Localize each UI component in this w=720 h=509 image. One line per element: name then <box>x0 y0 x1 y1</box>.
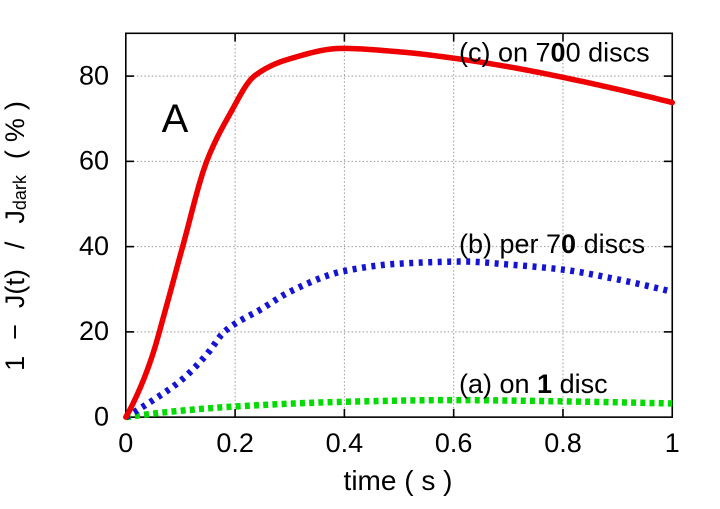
svg-text:0.6: 0.6 <box>435 428 473 458</box>
svg-text:20: 20 <box>79 316 109 346</box>
svg-text:0: 0 <box>118 428 133 458</box>
svg-text:(b) per 70 discs: (b) per 70 discs <box>459 229 645 259</box>
svg-text:40: 40 <box>79 231 109 261</box>
svg-text:0.2: 0.2 <box>216 428 254 458</box>
svg-text:0.8: 0.8 <box>544 428 582 458</box>
svg-text:(c) on 700 discs: (c) on 700 discs <box>459 38 650 68</box>
svg-text:A: A <box>162 97 189 141</box>
svg-text:time ( s ): time ( s ) <box>344 465 453 496</box>
svg-text:(a) on 1 disc: (a) on 1 disc <box>459 369 608 399</box>
svg-text:0.4: 0.4 <box>326 428 364 458</box>
svg-text:60: 60 <box>79 146 109 176</box>
svg-text:80: 80 <box>79 61 109 91</box>
svg-text:1−J(t)/Jdark(%): 1−J(t)/Jdark(%) <box>0 101 30 371</box>
svg-text:0: 0 <box>94 402 109 432</box>
svg-text:1: 1 <box>665 428 680 458</box>
